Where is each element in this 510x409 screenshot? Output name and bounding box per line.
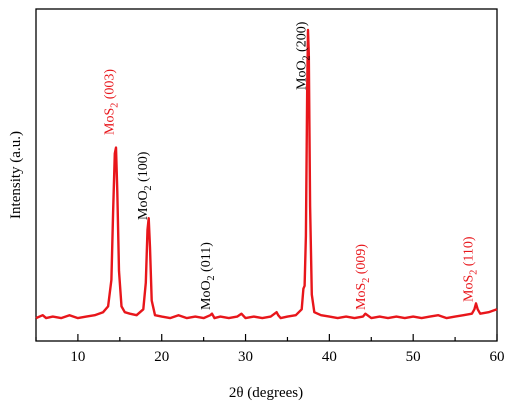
x-tick-label: 30 [238, 349, 253, 365]
peak-label: MoS2 (003) [103, 69, 121, 135]
peak-label: MoO2 (200) [295, 21, 313, 90]
x-tick-label: 40 [322, 349, 337, 365]
x-tick-label: 50 [406, 349, 421, 365]
x-axis-ticks: 10 20 30 40 50 60 [35, 334, 505, 365]
xrd-pattern-line [35, 28, 498, 320]
x-tick-label: 20 [154, 349, 169, 365]
plot-frame [35, 8, 498, 342]
x-tick-label: 60 [490, 349, 505, 365]
x-axis-label: 2θ (degrees) [229, 385, 303, 401]
peak-label: MoO2 (100) [136, 151, 154, 220]
peak-label: MoO2 (011) [199, 242, 217, 310]
peak-label: MoS2 (009) [354, 244, 372, 310]
x-tick-label: 10 [70, 349, 85, 365]
y-axis-label: Intensity (a.u.) [8, 131, 24, 219]
series-layer [35, 28, 498, 320]
peak-label: MoS2 (110) [461, 236, 479, 302]
peak-annotations: MoS2 (003) MoO2 (100) MoO2 (011) MoO2 (200)… [103, 21, 480, 310]
